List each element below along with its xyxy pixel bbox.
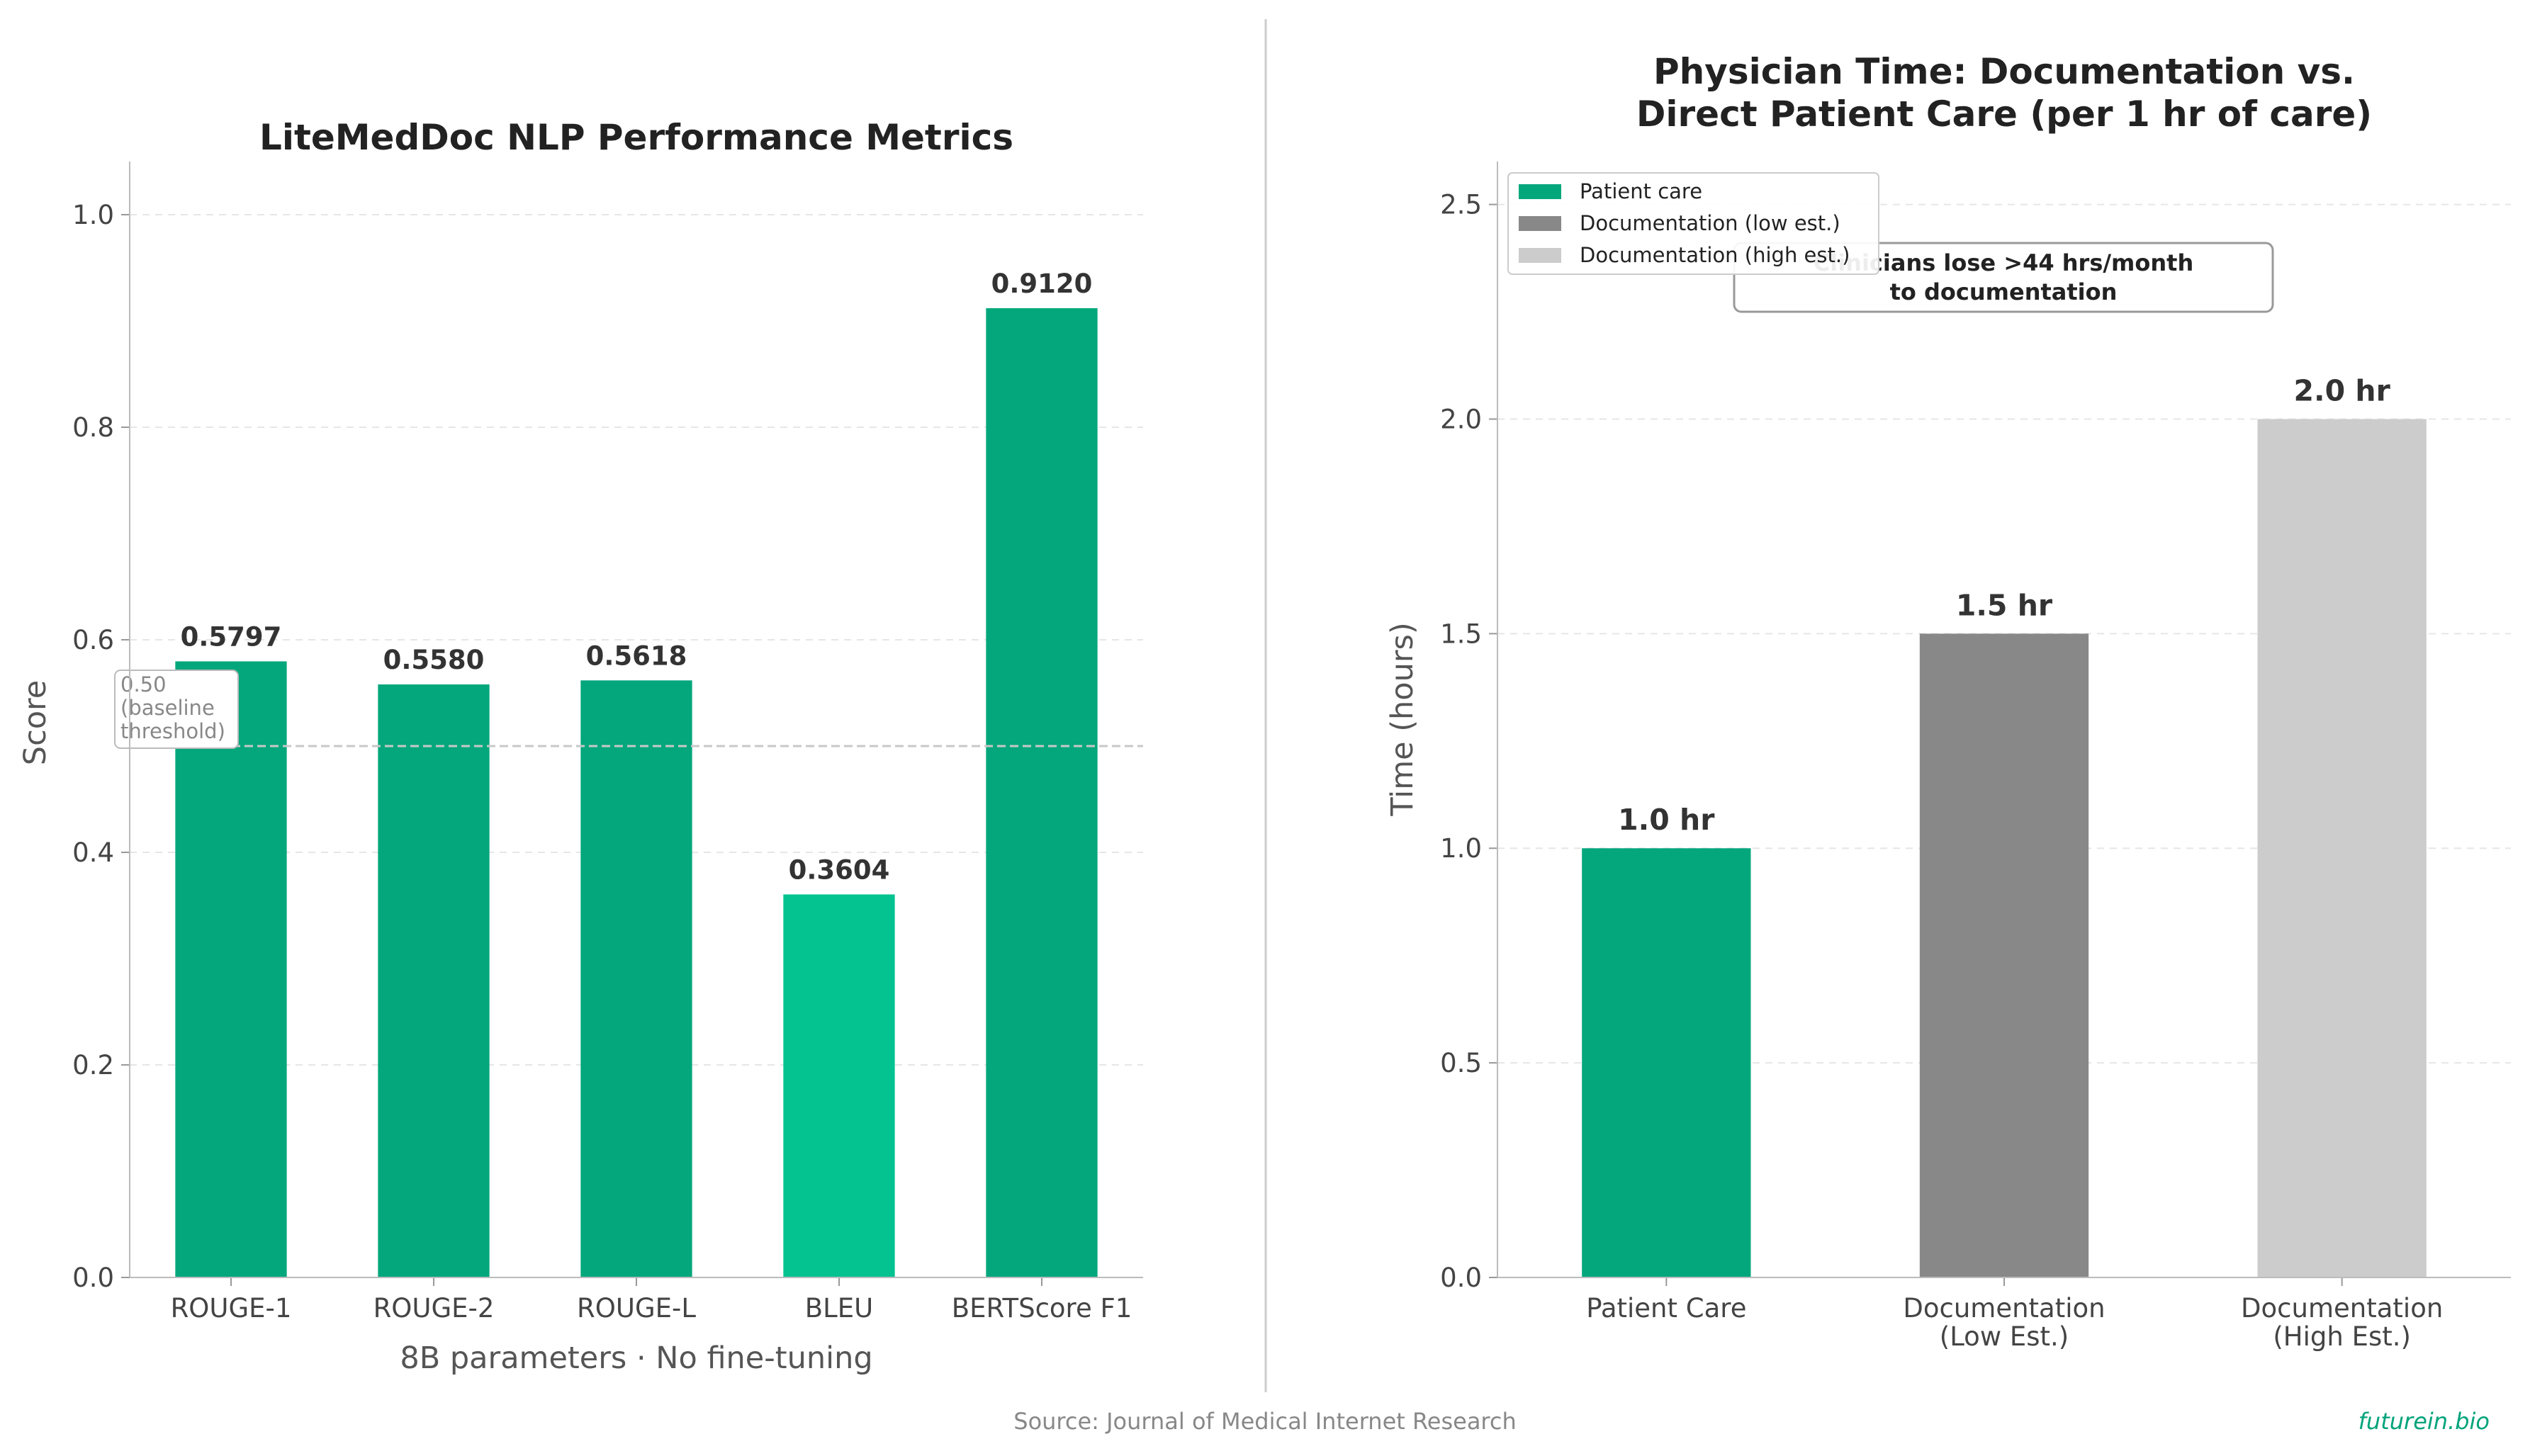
l-x-tick-label: ROUGE-L — [577, 1293, 696, 1324]
r-y-tick-label: 0.0 — [1440, 1263, 1482, 1293]
right-y-axis-label: Time (hours) — [1385, 622, 1420, 816]
r-x-tick-label: (High Est.) — [2273, 1321, 2411, 1352]
l-y-tick-label: 0.0 — [72, 1263, 114, 1293]
r-x-tick-label: Patient Care — [1586, 1293, 1746, 1324]
l-bar-rouge-2 — [378, 684, 490, 1277]
l-x-tick-label: BLEU — [805, 1293, 873, 1324]
l-y-tick-label: 1.0 — [72, 200, 114, 230]
r-y-tick-label: 2.5 — [1440, 190, 1482, 220]
brand-text: futurein.bio — [2358, 1408, 2490, 1435]
r-y-tick-label: 1.0 — [1440, 833, 1482, 864]
r-value-label-patient-care: 1.0 hr — [1618, 803, 1715, 837]
physician-time-chart: 0.0 0.5 1.0 1.5 2.0 2.5 Patient Care Documenta… — [1385, 51, 2511, 1352]
annotation-line2: to documentation — [1890, 278, 2118, 305]
right-y-ticks: 0.0 0.5 1.0 1.5 2.0 2.5 — [1440, 190, 1497, 1293]
r-value-label-documentation-low-est: 1.5 hr — [1956, 588, 2053, 622]
l-value-label-rouge-l: 0.5618 — [586, 640, 687, 671]
legend-label-patient-care: Patient care — [1580, 179, 1702, 203]
left-x-axis-label: 8B parameters · No fine-tuning — [400, 1341, 872, 1376]
r-bar-documentation-high-est — [2257, 419, 2427, 1277]
l-y-tick-label: 0.8 — [72, 412, 114, 443]
left-chart-title: LiteMedDoc NLP Performance Metrics — [259, 117, 1013, 158]
l-y-tick-label: 0.4 — [72, 837, 114, 868]
r-y-tick-label: 1.5 — [1440, 619, 1482, 649]
left-gridlines — [130, 214, 1143, 1066]
l-value-label-rouge-2: 0.5580 — [383, 645, 485, 675]
reference-label-text: 0.50 — [120, 672, 167, 696]
reference-label-box — [114, 670, 239, 749]
left-value-labels: 0.5797 0.5580 0.5618 0.3604 0.9120 — [181, 269, 1093, 885]
r-value-label-documentation-high-est: 2.0 hr — [2294, 373, 2391, 407]
reference-label-text: threshold) — [120, 719, 225, 743]
r-x-tick-label: (Low Est.) — [1940, 1321, 2069, 1352]
legend-swatch-doc-high — [1519, 248, 1561, 263]
l-value-label-bleu: 0.3604 — [789, 854, 890, 885]
l-y-tick-label: 0.2 — [72, 1050, 114, 1080]
legend-label-doc-low: Documentation (low est.) — [1580, 211, 1840, 235]
left-y-ticks: 0.0 0.2 0.4 0.6 0.8 1.0 — [72, 200, 130, 1293]
r-bar-documentation-low-est — [1919, 633, 2089, 1277]
r-y-tick-label: 0.5 — [1440, 1048, 1482, 1078]
source-text: Source: Journal of Medical Internet Rese… — [1013, 1408, 1517, 1435]
legend-swatch-patient-care — [1519, 184, 1561, 199]
l-value-label-bertscore-f1: 0.9120 — [991, 269, 1093, 299]
reference-label-text: (baseline — [120, 696, 215, 720]
l-x-tick-label: ROUGE-1 — [171, 1293, 292, 1324]
left-x-ticks: ROUGE-1 ROUGE-2 ROUGE-L BLEU BERTScore F1 — [171, 1277, 1132, 1324]
right-x-ticks: Patient Care Documentation(Low Est.)Docum… — [1586, 1277, 2443, 1352]
r-bar-patient-care — [1582, 848, 1751, 1277]
l-x-tick-label: ROUGE-2 — [373, 1293, 495, 1324]
l-y-tick-label: 0.6 — [72, 625, 114, 655]
right-chart-title-line1: Physician Time: Documentation vs. — [1653, 51, 2355, 92]
right-chart-title-line2: Direct Patient Care (per 1 hr of care) — [1636, 94, 2372, 135]
left-y-axis-label: Score — [18, 680, 53, 765]
legend-label-doc-high: Documentation (high est.) — [1580, 243, 1850, 267]
legend-swatch-doc-low — [1519, 216, 1561, 231]
left-bars — [175, 308, 1098, 1277]
l-bar-rouge-l — [580, 680, 692, 1277]
l-x-tick-label: BERTScore F1 — [952, 1293, 1132, 1324]
l-bar-rouge-1 — [175, 661, 287, 1277]
r-x-tick-label: Documentation — [1903, 1293, 2105, 1324]
r-y-tick-label: 2.0 — [1440, 404, 1482, 434]
l-bar-bertscore-f1 — [986, 308, 1098, 1277]
right-value-labels: 1.0 hr 1.5 hr 2.0 hr — [1618, 373, 2390, 837]
r-x-tick-label: Documentation — [2241, 1293, 2443, 1324]
legend: Patient care Documentation (low est.) Do… — [1507, 172, 1879, 275]
l-bar-bleu — [783, 894, 895, 1277]
l-value-label-rouge-1: 0.5797 — [181, 621, 282, 652]
right-bars — [1582, 419, 2427, 1277]
